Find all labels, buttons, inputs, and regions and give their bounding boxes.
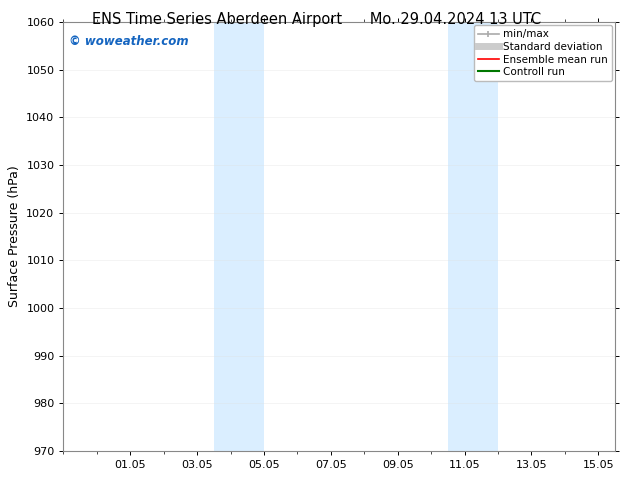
Text: ENS Time Series Aberdeen Airport      Mo. 29.04.2024 13 UTC: ENS Time Series Aberdeen Airport Mo. 29.… xyxy=(93,12,541,27)
Bar xyxy=(448,22,498,451)
Y-axis label: Surface Pressure (hPa): Surface Pressure (hPa) xyxy=(8,166,21,307)
Text: © woweather.com: © woweather.com xyxy=(69,35,188,48)
Bar xyxy=(214,22,264,451)
Legend: min/max, Standard deviation, Ensemble mean run, Controll run: min/max, Standard deviation, Ensemble me… xyxy=(474,25,612,81)
